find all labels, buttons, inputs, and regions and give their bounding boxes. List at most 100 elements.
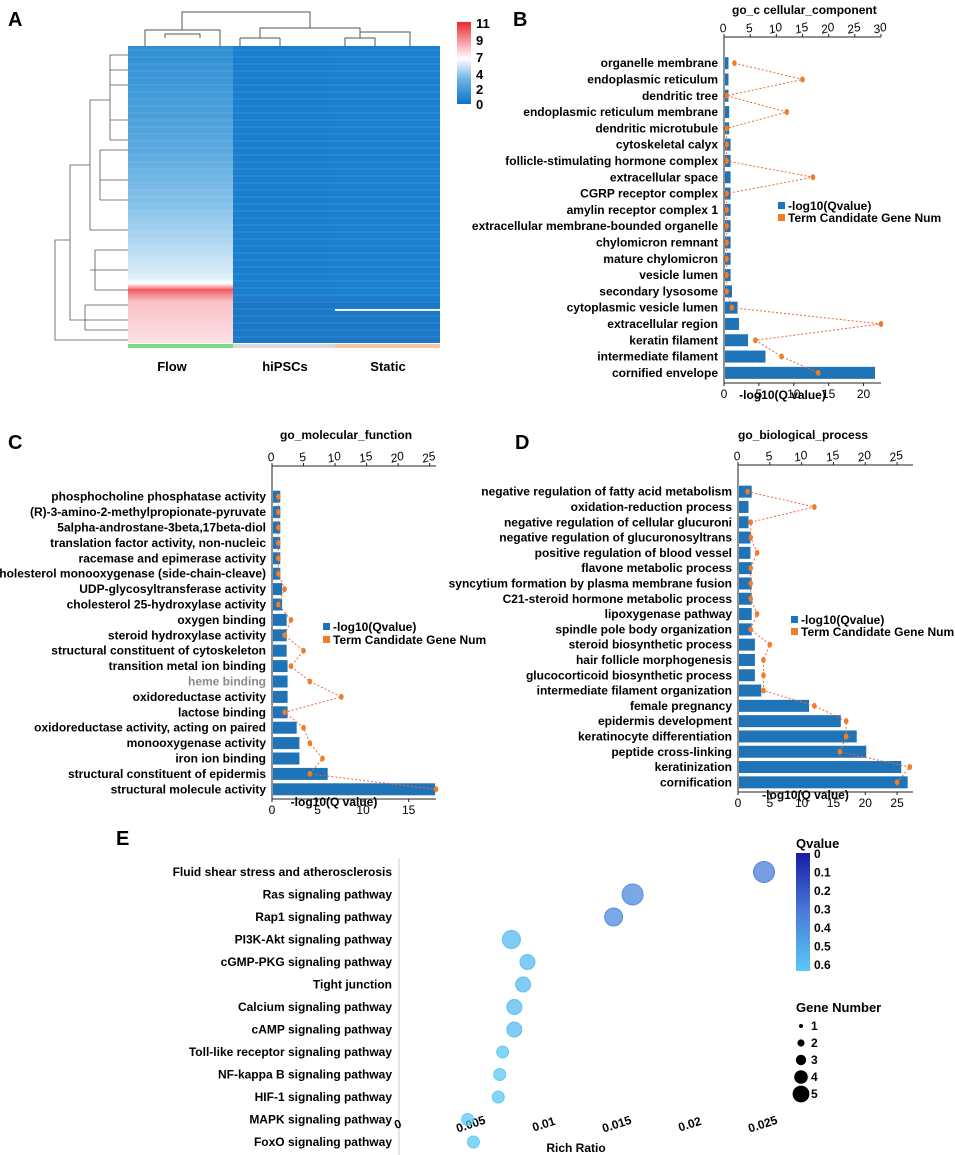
category-label: 5alpha-androstane-3beta,17beta-diol — [57, 521, 266, 535]
panel-c: C go_molecular_function 0 5 10 15 20 25 0 5 10 15… — [0, 428, 439, 817]
category-label: cholesterol 25-hydroxylase activity — [67, 598, 267, 612]
category-label: oxidoreductase activity — [133, 690, 267, 704]
legend-bar-swatch — [323, 623, 330, 630]
top-tick-label: 0 — [732, 448, 742, 463]
qvalue-ticks: 0 0.1 0.2 0.3 0.4 0.5 0.6 — [814, 847, 831, 972]
qvalue-tick: 0.6 — [814, 958, 831, 972]
gene-num-point — [288, 663, 294, 670]
group-bar-hipsc — [233, 344, 335, 348]
gene-num-point — [724, 223, 729, 230]
bottom-tick-label: 0 — [721, 387, 728, 401]
gene-num-point — [753, 337, 758, 344]
bottom-tick-label: 5 — [314, 803, 321, 817]
gene-number-tick: 3 — [811, 1053, 818, 1067]
gene-num-point — [320, 755, 325, 762]
panel-b: B go_c cellular_component 0 5 10 15 20 25 300 5… — [472, 3, 889, 402]
bar — [739, 730, 857, 743]
gene-num-point — [907, 764, 913, 771]
gene-num-point — [748, 595, 754, 602]
category-label: hair follicle morphogenesis — [576, 653, 732, 667]
gene-num-line — [726, 62, 882, 374]
category-label: UDP-glycosyltransferase activity — [79, 582, 266, 596]
category-label: cytoplasmic vesicle lumen — [567, 301, 718, 315]
x-axis-title: -log10(Q value) — [762, 788, 849, 802]
category-label: heme binding — [188, 675, 266, 689]
group-label-flow: Flow — [157, 359, 187, 374]
x-tick-label: 0.02 — [676, 1114, 703, 1135]
gene-num-point — [339, 693, 344, 700]
gene-num-point — [800, 76, 805, 83]
legend-dot-swatch — [323, 636, 330, 643]
gene-num-point — [724, 206, 729, 213]
row-dendrogram — [54, 54, 128, 341]
category-label: cytoskeletal calyx — [616, 138, 718, 152]
x-tick-label: 0.01 — [530, 1114, 557, 1135]
gene-num-point — [724, 255, 729, 262]
pathway-label: Tight junction — [313, 978, 392, 992]
gene-num-point — [767, 641, 773, 648]
bottom-tick-label: 0 — [269, 803, 276, 817]
group-bar-flow — [128, 344, 233, 348]
bottom-tick-label: 15 — [402, 803, 416, 817]
bar — [273, 644, 287, 657]
category-label: negative regulation of cellular glucuron… — [504, 515, 732, 529]
gene-number-legend-title: Gene Number — [796, 1000, 881, 1015]
category-label: cholesterol monooxygenase (side-chain-cl… — [0, 567, 266, 581]
x-tick-label: 0 — [392, 1116, 403, 1131]
bar — [725, 73, 729, 86]
legend-bar-label: -log10(Qvalue) — [333, 620, 416, 634]
gene-number-tick: 5 — [811, 1087, 818, 1101]
bar — [725, 57, 729, 70]
gene-num-point — [748, 534, 754, 541]
pathway-label: NF-kappa B signaling pathway — [218, 1068, 392, 1082]
category-label: structural constituent of cytoskeleton — [51, 644, 266, 658]
pathway-label: FoxO signaling pathway — [254, 1135, 392, 1149]
top-tick-label: 25 — [845, 20, 863, 37]
pathway-label: cAMP signaling pathway — [252, 1023, 393, 1037]
enrichment-point — [501, 930, 521, 949]
gene-num-point — [724, 190, 729, 197]
heatmap-scale-ticks: 11 9 7 4 2 0 — [476, 16, 490, 112]
gene-num-point — [815, 369, 821, 376]
qvalue-legend-title: Qvalue — [796, 836, 839, 851]
legend-dot-label: Term Candidate Gene Num — [788, 211, 941, 225]
category-label: keratinization — [655, 760, 732, 774]
category-label: mature chylomicron — [603, 252, 718, 266]
chart-c: 0 5 10 15 20 25 0 5 10 15 -log10(Q value) phosphoch… — [0, 449, 439, 817]
gene-num-point — [276, 555, 281, 562]
enrichment-point — [506, 999, 523, 1015]
gene-num-point — [748, 519, 754, 526]
pathway-label: Calcium signaling pathway — [238, 1000, 392, 1014]
bar — [739, 516, 749, 529]
category-label: CGRP receptor complex — [580, 187, 718, 201]
category-label: (R)-3-amino-2-methylpropionate-pyruvate — [30, 505, 266, 519]
category-label: iron ion binding — [175, 752, 266, 766]
gene-num-point — [433, 786, 439, 793]
category-label: lipoxygenase pathway — [605, 607, 733, 621]
gene-num-point — [812, 503, 817, 510]
pathway-label: Rap1 signaling pathway — [255, 910, 392, 924]
category-label: racemase and epimerase activity — [79, 551, 267, 565]
category-label: steroid hydroxylase activity — [108, 628, 266, 642]
category-label: intermediate filament organization — [537, 684, 732, 698]
category-label: translation factor activity, non-nucleic — [50, 536, 266, 550]
top-tick-label: 30 — [872, 20, 889, 37]
top-tick-label: 15 — [824, 448, 841, 465]
gene-num-point — [724, 157, 729, 164]
category-label: peptide cross-linking — [611, 745, 732, 759]
top-tick-label: 0 — [266, 449, 276, 464]
gene-num-point — [724, 141, 729, 148]
enrichment-point — [515, 976, 532, 993]
gene-num-point — [761, 656, 766, 663]
bar — [739, 623, 752, 636]
category-label: spindle pole body organization — [555, 622, 732, 636]
bar — [739, 776, 908, 789]
bar — [273, 752, 300, 765]
category-label: secondary lysosome — [599, 284, 718, 298]
category-label: dendritic microtubule — [595, 121, 718, 135]
gene-num-point — [276, 524, 281, 531]
qvalue-tick: 0.3 — [814, 903, 831, 917]
pathway-label: Toll-like receptor signaling pathway — [189, 1045, 392, 1059]
gene-num-point — [301, 647, 306, 654]
bar — [739, 669, 755, 682]
